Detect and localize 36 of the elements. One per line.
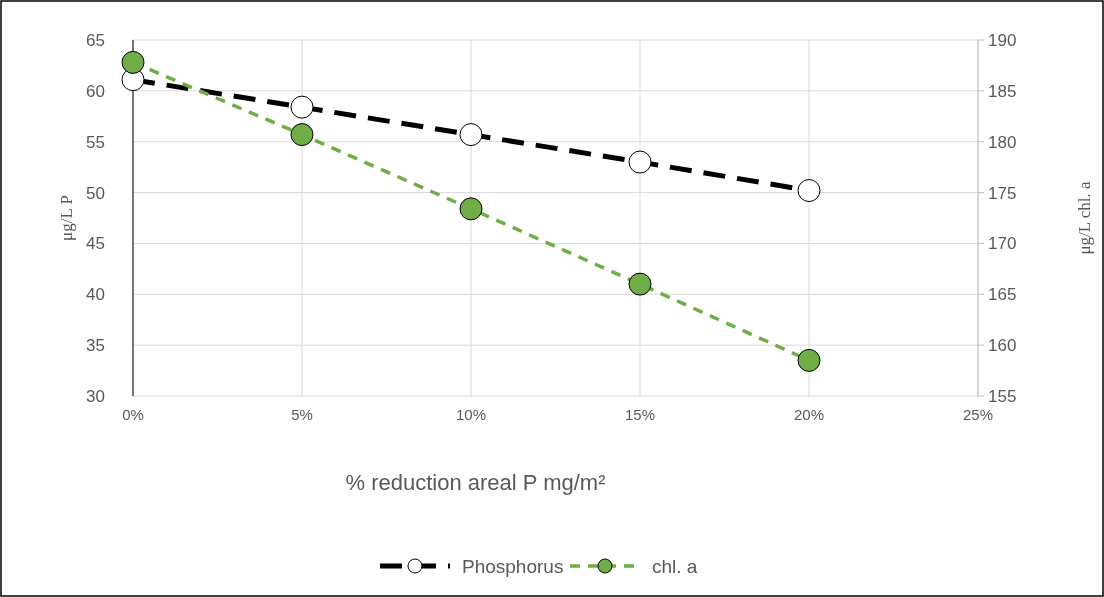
x-tick-label: 20% (793, 406, 825, 423)
point (797, 179, 821, 203)
x-axis-title: % reduction areal P mg/m² (345, 470, 606, 495)
y-tick-label: 40 (86, 285, 105, 305)
point (290, 123, 314, 147)
y2-tick-label: 190 (988, 31, 1017, 50)
point (121, 50, 145, 74)
y-tick-label: 55 (86, 132, 105, 152)
point (290, 95, 314, 119)
point (459, 197, 483, 221)
y-tick-label: 30 (86, 387, 105, 406)
y-tick-label: 35 (86, 336, 105, 356)
y-axis-title: μg/L P (57, 195, 76, 241)
y-tick-label: 50 (86, 183, 105, 203)
y2-tick-label: 170 (988, 234, 1017, 254)
y-tick-label: 65 (86, 31, 105, 50)
y2-tick-label: 155 (988, 387, 1017, 406)
y2-tick-label: 185 (988, 81, 1017, 101)
y2-axis-title: μg/L chl. a (1075, 180, 1094, 255)
y2-tick-label: 180 (988, 132, 1017, 152)
legend-label: Phosphorus (462, 556, 564, 577)
y-tick-label: 60 (86, 81, 105, 101)
x-tick-label: 5% (291, 406, 313, 423)
y2-tick-label: 175 (988, 183, 1017, 203)
y2-tick-label: 160 (988, 336, 1017, 356)
point (628, 272, 652, 296)
point (459, 123, 483, 147)
x-tick-label: 25% (962, 406, 994, 423)
x-tick-label: 15% (624, 406, 656, 423)
y-tick-label: 45 (86, 234, 105, 254)
legend-label: chl. a (652, 556, 698, 577)
y2-tick-label: 165 (988, 285, 1017, 305)
x-tick-label: 10% (455, 406, 487, 423)
point (628, 150, 652, 174)
x-tick-label: 0% (122, 406, 144, 423)
point (797, 348, 821, 372)
